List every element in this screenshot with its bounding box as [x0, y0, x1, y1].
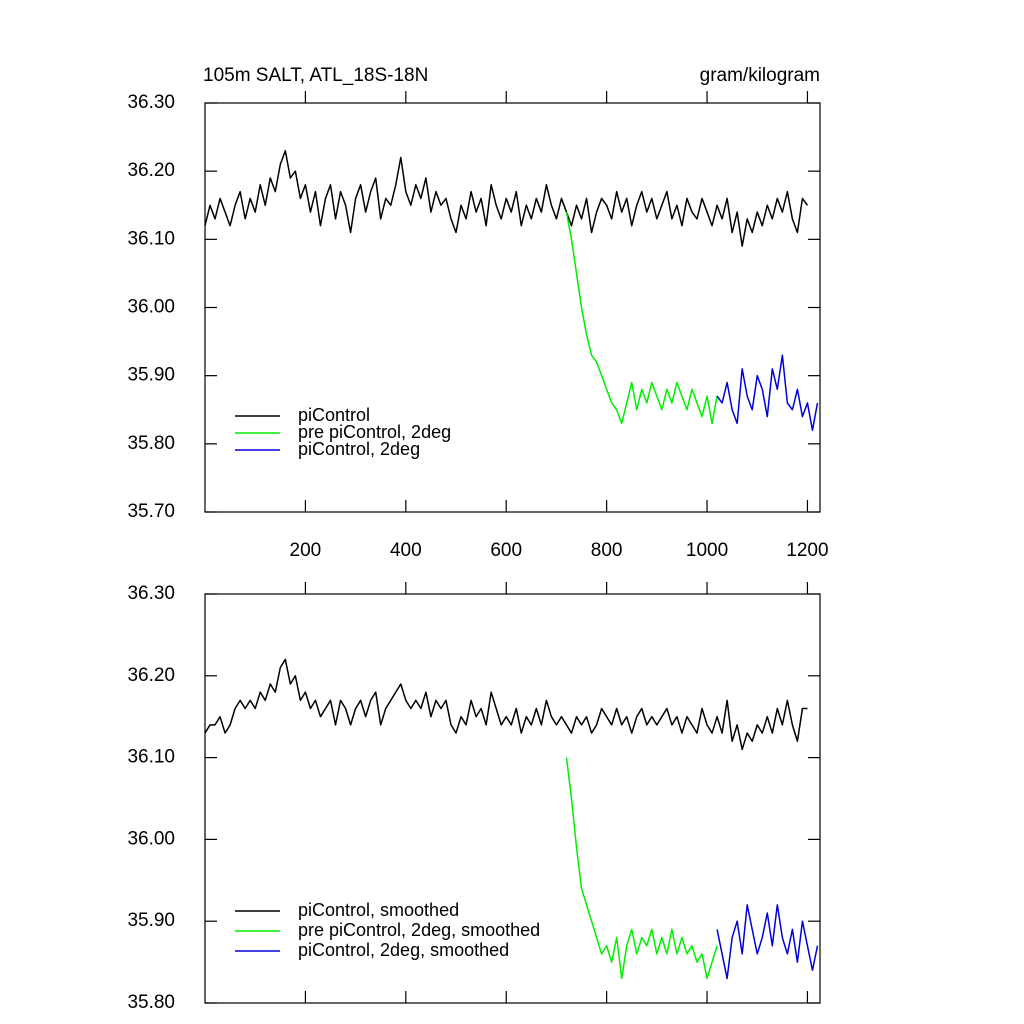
series-line	[716, 904, 819, 980]
y-tick-label: 36.30	[127, 92, 175, 113]
legend-label: piControl, 2deg	[298, 439, 420, 459]
series-line	[716, 354, 819, 431]
y-tick-label: 36.00	[127, 297, 175, 318]
legend-label: piControl	[298, 405, 370, 425]
y-tick-label: 35.80	[127, 992, 175, 1013]
y-tick-label: 36.00	[127, 828, 175, 849]
x-tick-label: 1000	[686, 540, 728, 561]
legend-label: piControl, smoothed	[298, 900, 459, 920]
legend-label: pre piControl, 2deg	[298, 422, 451, 442]
x-tick-label: 200	[290, 540, 322, 561]
y-tick-label: 35.80	[127, 433, 175, 454]
y-tick-label: 36.10	[127, 747, 175, 768]
series-line	[565, 757, 718, 980]
legend-label: piControl, 2deg, smoothed	[298, 940, 509, 960]
y-tick-label: 36.30	[127, 583, 175, 604]
y-tick-label: 35.70	[127, 501, 175, 522]
x-tick-label: 600	[490, 540, 522, 561]
y-tick-label: 36.20	[127, 160, 175, 181]
x-tick-label: 400	[390, 540, 422, 561]
y-tick-label: 35.90	[127, 365, 175, 386]
y-tick-label: 36.10	[127, 228, 175, 249]
x-tick-label: 800	[591, 540, 623, 561]
series-line	[565, 211, 718, 425]
x-tick-label: 1200	[786, 540, 828, 561]
y-tick-label: 36.20	[127, 665, 175, 686]
series-line	[204, 658, 808, 751]
units-label: gram/kilogram	[700, 65, 820, 86]
plot-frame	[204, 593, 821, 1004]
series-line	[204, 149, 809, 247]
legend-label: pre piControl, 2deg, smoothed	[298, 920, 540, 940]
chart-title: 105m SALT, ATL_18S-18N	[203, 65, 428, 86]
y-tick-label: 35.90	[127, 910, 175, 931]
